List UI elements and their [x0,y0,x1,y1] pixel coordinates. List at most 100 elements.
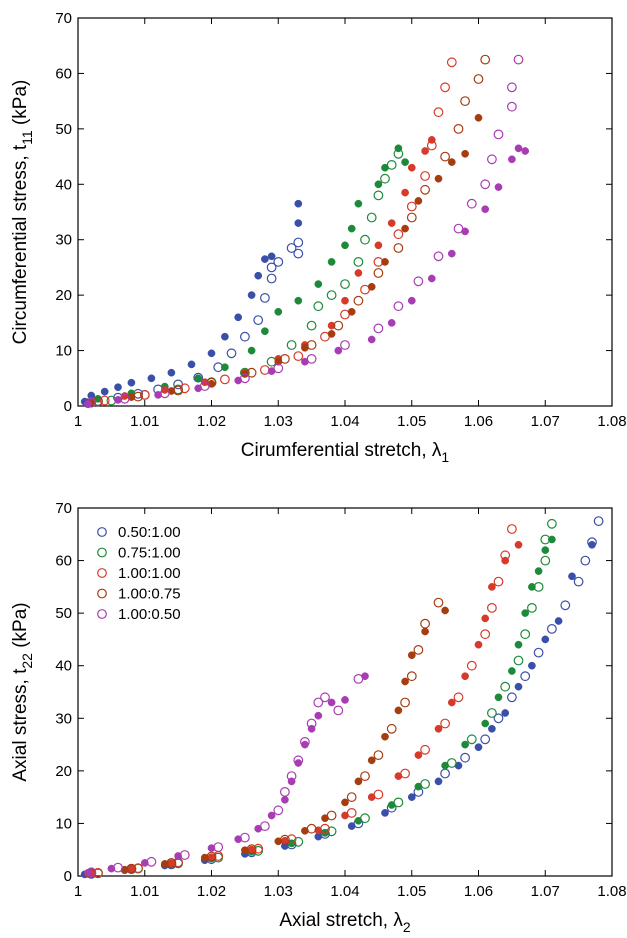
bottom-filled-marker [387,801,396,809]
top-y-tick-label: 0 [64,398,72,415]
top-filled-marker [247,346,256,355]
top-open-marker [333,320,344,331]
bottom-filled-marker [434,724,443,733]
top-filled-marker [381,163,389,172]
top-filled-marker [474,113,483,122]
bottom-series-3 [84,597,449,879]
top-open-marker [266,262,277,273]
bottom-x-tick-label: 1.05 [397,883,426,900]
bottom-open-marker [573,576,584,587]
bottom-filled-marker [414,782,423,791]
top-filled-marker [207,379,216,388]
top-filled-marker [354,269,363,277]
top-x-tick-label: 1 [74,413,82,430]
bottom-open-marker [560,600,571,611]
top-open-marker [219,374,230,385]
bottom-open-marker [507,692,517,703]
top-plot-frame [77,17,613,407]
top-x-axis-label-subscript: 1 [441,449,449,465]
top-filled-marker [187,360,196,369]
bottom-filled-marker [140,859,149,867]
top-filled-marker [267,367,276,375]
top-filled-marker [407,296,416,305]
top-filled-marker [274,307,283,316]
bottom-filled-marker [381,809,389,817]
top-open-marker [480,179,491,190]
bottom-filled-marker [321,814,329,823]
top-filled-marker [407,163,416,172]
top-filled-marker [481,205,490,214]
bottom-open-marker [466,734,477,745]
top-open-marker [420,171,431,181]
top-filled-marker [354,199,363,208]
bottom-open-marker [440,718,451,729]
top-filled-marker [261,255,269,263]
top-filled-marker [167,368,176,377]
legend-label: 0.75:1.00 [118,545,181,562]
bottom-filled-marker [107,864,116,873]
bottom-filled-marker [314,826,323,835]
bottom-y-tick-label: 30 [55,710,72,727]
top-open-marker [360,234,370,245]
bottom-open-marker [373,750,384,760]
bottom-filled-marker [447,698,456,707]
bottom-filled-marker [514,640,523,649]
bottom-open-marker [580,555,591,566]
top-filled-marker [84,399,92,408]
bottom-filled-marker [294,759,303,767]
bottom-x-tick-label: 1.07 [531,883,560,900]
bottom-x-tick-label: 1.06 [464,883,493,900]
bottom-open-marker [273,805,284,816]
bottom-y-axis-label-unit: (kPa) [10,602,31,653]
top-filled-marker [347,307,356,316]
top-filled-marker [247,291,256,299]
top-x-tick-label: 1.05 [397,413,426,430]
bottom-open-marker [480,734,491,745]
bottom-y-tick-label: 70 [55,500,72,517]
bottom-filled-marker [367,756,376,765]
top-open-marker [286,243,297,253]
bottom-open-marker [507,524,517,534]
top-open-marker [433,251,444,262]
bottom-filled-marker [501,556,510,565]
top-open-marker [266,273,277,284]
bottom-filled-marker [174,852,182,860]
top-open-marker [413,276,424,287]
top-filled-marker [194,374,203,383]
bottom-y-tick-label: 20 [55,763,72,780]
bottom-filled-marker [407,651,416,660]
bottom-filled-marker [488,724,496,733]
bottom-open-marker [500,681,511,692]
top-open-marker [306,320,317,331]
top-open-marker [446,57,457,68]
bottom-y-tick-label: 10 [55,815,72,832]
bottom-x-axis-label-subscript: 2 [403,919,411,935]
top-open-marker [99,395,110,406]
bottom-y-tick-label: 40 [55,658,72,675]
top-filled-marker [274,357,283,366]
top-series-0 [80,199,304,409]
top-open-marker [353,257,364,267]
bottom-filled-marker [501,709,510,717]
bottom-filled-marker [301,826,309,835]
bottom-filled-marker [401,677,409,686]
bottom-plot-frame [77,507,613,877]
top-filled-marker [367,282,376,291]
top-open-marker [340,279,350,290]
bottom-open-marker [460,752,471,763]
bottom-filled-marker [568,572,576,581]
legend-marker-icon [97,609,107,619]
top-y-tick-label: 50 [55,121,72,138]
top-x-tick-label: 1.04 [330,413,359,430]
top-filled-marker [127,378,136,387]
bottom-x-axis-label: Axial stretch, λ2 [279,910,411,935]
bottom-filled-marker [381,732,389,741]
top-filled-marker [234,313,243,322]
top-open-marker [487,154,497,165]
bottom-filled-marker [160,860,169,868]
top-x-tick-label: 1.02 [197,413,226,430]
bottom-open-marker [547,518,557,529]
top-filled-marker [294,296,303,305]
bottom-open-marker [320,692,330,703]
